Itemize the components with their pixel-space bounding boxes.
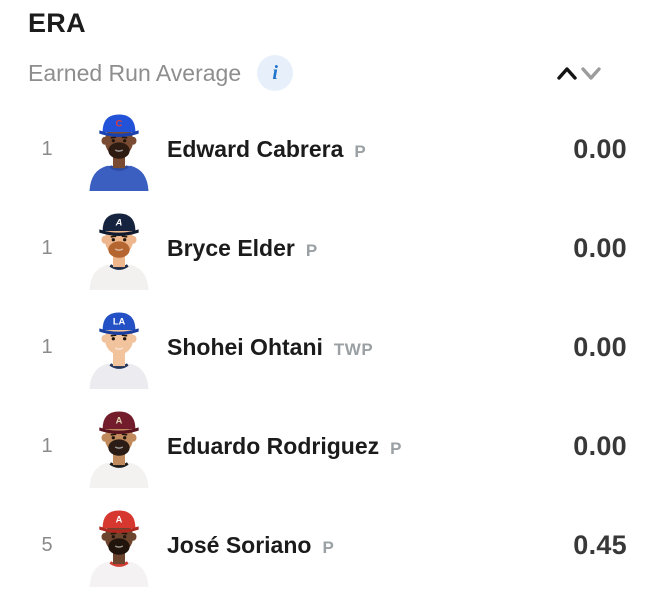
leaderboard-row[interactable]: 5 A José Soriano P 0.45 [0, 496, 650, 595]
player-name: Eduardo Rodriguez [167, 433, 380, 459]
player-name: José Soriano [167, 532, 312, 558]
player-headshot: A [84, 207, 154, 290]
player-position: P [322, 538, 335, 557]
cap-logo: C [116, 119, 123, 129]
sort-control[interactable] [555, 64, 614, 82]
player-name: Bryce Elder [167, 235, 295, 261]
cap-logo: A [115, 218, 123, 228]
cap-logo: A [116, 515, 123, 525]
chevron-down-icon[interactable] [579, 64, 603, 82]
player-name: Edward Cabrera [167, 136, 344, 162]
leaderboard-row[interactable]: 1 A Eduardo Rodriguez P 0.00 [0, 397, 650, 496]
player-headshot: C [84, 108, 154, 191]
player-headshot: A [84, 504, 154, 587]
rank-number: 1 [41, 435, 53, 457]
leaderboard-list: 1 C Edward Cabrera P 0.00 1 A Bryce Elde… [0, 100, 650, 595]
leaderboard-row[interactable]: 1 C Edward Cabrera P 0.00 [0, 100, 650, 199]
stat-value: 0.00 [573, 332, 627, 362]
player-headshot: LA [84, 306, 154, 389]
stat-value: 0.45 [573, 530, 627, 560]
player-position: P [390, 439, 402, 458]
cap-logo: A [116, 416, 123, 426]
player-name-group: José Soriano P [167, 532, 334, 559]
cap-logo: LA [113, 317, 126, 327]
player-name-group: Eduardo Rodriguez P [167, 433, 402, 460]
leaderboard-row[interactable]: 1 A Bryce Elder P 0.00 [0, 199, 650, 298]
player-position: TWP [333, 340, 374, 359]
player-name: Shohei Ohtani [167, 334, 323, 360]
rank-number: 1 [41, 237, 53, 259]
stat-subtitle-row: Earned Run Average i [28, 54, 626, 92]
player-position: P [305, 241, 318, 260]
rank-number: 5 [41, 534, 53, 556]
leaderboard-row[interactable]: 1 LA Shohei Ohtani TWP 0.00 [0, 298, 650, 397]
player-name-group: Edward Cabrera P [167, 136, 366, 163]
player-position: P [354, 142, 367, 161]
rank-number: 1 [41, 138, 53, 160]
info-icon[interactable]: i [257, 55, 294, 91]
stat-header: ERA Earned Run Average i [0, 0, 650, 92]
rank-number: 1 [41, 336, 53, 358]
player-name-group: Shohei Ohtani TWP [167, 334, 373, 361]
stat-subtitle: Earned Run Average [28, 59, 242, 86]
player-name-group: Bryce Elder P [167, 235, 318, 262]
player-headshot: A [84, 405, 154, 488]
stat-title: ERA [28, 8, 86, 38]
stat-value: 0.00 [573, 134, 627, 164]
chevron-up-icon[interactable] [555, 64, 579, 82]
stat-value: 0.00 [573, 233, 627, 263]
stat-value: 0.00 [573, 431, 627, 461]
